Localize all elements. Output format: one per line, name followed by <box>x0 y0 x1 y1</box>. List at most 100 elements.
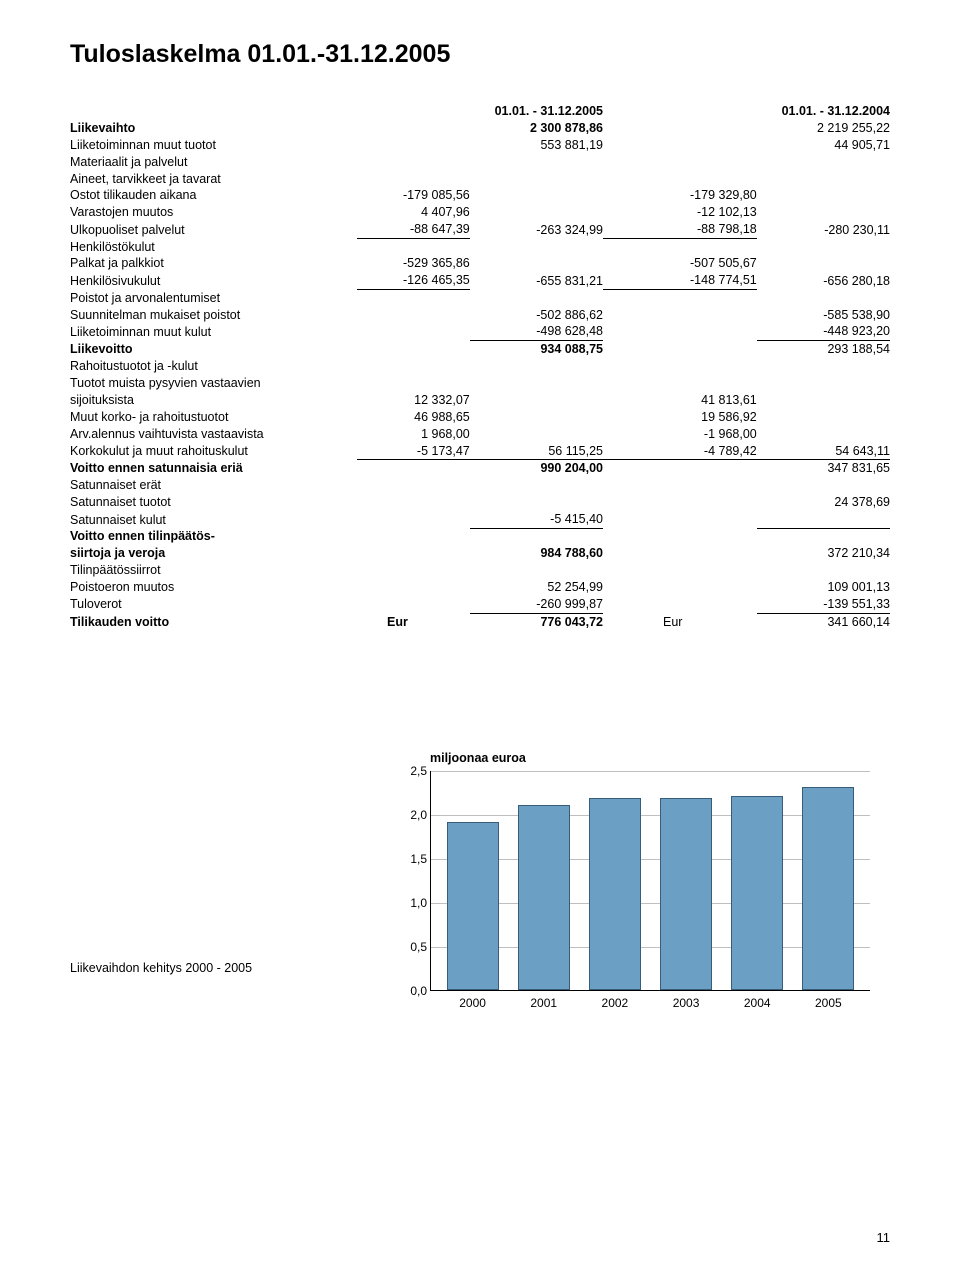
row-value: 553 881,19 <box>470 137 603 154</box>
row-value: -4 789,42 <box>603 443 757 460</box>
chart-xtick: 2002 <box>589 996 641 1010</box>
row-label: Liikevaihto <box>70 120 357 137</box>
row-label: Arv.alennus vaihtuvista vastaavista <box>70 426 357 443</box>
row-label: Suunnitelman mukaiset poistot <box>70 307 357 324</box>
row-label: Satunnaiset kulut <box>70 511 357 528</box>
row-value: -280 230,11 <box>757 221 890 238</box>
row-label: Tilikauden voitto <box>70 613 357 630</box>
row-value: 934 088,75 <box>470 341 603 358</box>
row-label: Satunnaiset tuotot <box>70 494 357 511</box>
row-label: Henkilösivukulut <box>70 272 357 289</box>
row-value: 347 831,65 <box>757 460 890 477</box>
row-value: -5 415,40 <box>470 511 603 528</box>
row-label: Ulkopuoliset palvelut <box>70 221 357 238</box>
row-value: 1 968,00 <box>357 426 470 443</box>
row-label: Satunnaiset erät <box>70 477 357 494</box>
chart-ytick: 1,5 <box>397 852 427 866</box>
row-value: 776 043,72 <box>470 613 603 630</box>
row-value: 54 643,11 <box>757 443 890 460</box>
row-value: 52 254,99 <box>470 579 603 596</box>
row-value: -126 465,35 <box>357 272 470 289</box>
chart-ytick: 2,5 <box>397 764 427 778</box>
row-value: 2 300 878,86 <box>470 120 603 137</box>
row-value: 372 210,34 <box>757 545 890 562</box>
row-label: Tuloverot <box>70 596 357 613</box>
row-value: 56 115,25 <box>470 443 603 460</box>
row-value: -260 999,87 <box>470 596 603 613</box>
row-label: Aineet, tarvikkeet ja tavarat <box>70 171 357 188</box>
chart-bar <box>589 798 641 990</box>
chart-bar <box>447 822 499 989</box>
page-number: 11 <box>877 1230 891 1245</box>
row-value: -139 551,33 <box>757 596 890 613</box>
row-value: -656 280,18 <box>757 272 890 289</box>
row-value: 46 988,65 <box>357 409 470 426</box>
row-value: 19 586,92 <box>603 409 757 426</box>
row-label: Liiketoiminnan muut kulut <box>70 323 357 340</box>
chart-bar <box>518 805 570 990</box>
row-value: -263 324,99 <box>470 221 603 238</box>
row-value: -5 173,47 <box>357 443 470 460</box>
row-value: -1 968,00 <box>603 426 757 443</box>
chart-xtick: 2003 <box>660 996 712 1010</box>
income-statement-table: 01.01. - 31.12.2005 01.01. - 31.12.2004 … <box>70 103 890 631</box>
currency-label: Eur <box>603 613 757 630</box>
chart-xtick: 2001 <box>518 996 570 1010</box>
row-value: 341 660,14 <box>757 613 890 630</box>
row-value: -498 628,48 <box>470 323 603 340</box>
row-label: Poistot ja arvonalentumiset <box>70 290 357 307</box>
chart-ytick: 2,0 <box>397 808 427 822</box>
row-value: -529 365,86 <box>357 255 470 272</box>
row-value: -448 923,20 <box>757 323 890 340</box>
row-value: 293 188,54 <box>757 341 890 358</box>
period-prior: 01.01. - 31.12.2004 <box>757 103 890 120</box>
row-label: Korkokulut ja muut rahoituskulut <box>70 443 357 460</box>
row-value: 984 788,60 <box>470 545 603 562</box>
row-label: Palkat ja palkkiot <box>70 255 357 272</box>
row-value: 41 813,61 <box>603 392 757 409</box>
row-label: Materiaalit ja palvelut <box>70 154 357 171</box>
page-title: Tuloslaskelma 01.01.-31.12.2005 <box>70 40 890 69</box>
row-value: -179 085,56 <box>357 187 470 204</box>
chart-xtick: 2005 <box>802 996 854 1010</box>
period-current: 01.01. - 31.12.2005 <box>470 103 603 120</box>
row-label: Rahoitustuotot ja -kulut <box>70 358 357 375</box>
row-label: Varastojen muutos <box>70 204 357 221</box>
row-value: -507 505,67 <box>603 255 757 272</box>
row-value: 990 204,00 <box>470 460 603 477</box>
row-value: 2 219 255,22 <box>757 120 890 137</box>
row-label: Tuotot muista pysyvien vastaavien <box>70 375 357 392</box>
row-value: 44 905,71 <box>757 137 890 154</box>
chart-axis-title: miljoonaa euroa <box>430 751 890 765</box>
row-value: -12 102,13 <box>603 204 757 221</box>
currency-label: Eur <box>357 613 470 630</box>
row-value: 24 378,69 <box>757 494 890 511</box>
row-label: Henkilöstökulut <box>70 239 357 256</box>
row-value: -655 831,21 <box>470 272 603 289</box>
row-value: -88 647,39 <box>357 221 470 238</box>
chart-bar <box>660 798 712 990</box>
chart-xtick: 2004 <box>731 996 783 1010</box>
row-label: Liikevoitto <box>70 341 357 358</box>
chart-ytick: 0,5 <box>397 940 427 954</box>
chart-xtick: 2000 <box>447 996 499 1010</box>
row-label: Ostot tilikauden aikana <box>70 187 357 204</box>
chart-caption: Liikevaihdon kehitys 2000 - 2005 <box>70 961 430 991</box>
row-label: siirtoja ja veroja <box>70 545 357 562</box>
row-value: -88 798,18 <box>603 221 757 238</box>
row-label: Liiketoiminnan muut tuotot <box>70 137 357 154</box>
chart-bar <box>731 796 783 990</box>
chart-ytick: 0,0 <box>397 984 427 998</box>
row-value: 109 001,13 <box>757 579 890 596</box>
row-value: -585 538,90 <box>757 307 890 324</box>
row-label: Poistoeron muutos <box>70 579 357 596</box>
row-label: Muut korko- ja rahoitustuotot <box>70 409 357 426</box>
row-label: Tilinpäätössiirrot <box>70 562 357 579</box>
row-value: 4 407,96 <box>357 204 470 221</box>
row-value: 12 332,07 <box>357 392 470 409</box>
row-value: -148 774,51 <box>603 272 757 289</box>
chart-bar <box>802 787 854 989</box>
row-label: sijoituksista <box>70 392 357 409</box>
row-label: Voitto ennen tilinpäätös- <box>70 528 357 545</box>
revenue-bar-chart: 0,00,51,01,52,02,52000200120022003200420… <box>430 771 870 991</box>
